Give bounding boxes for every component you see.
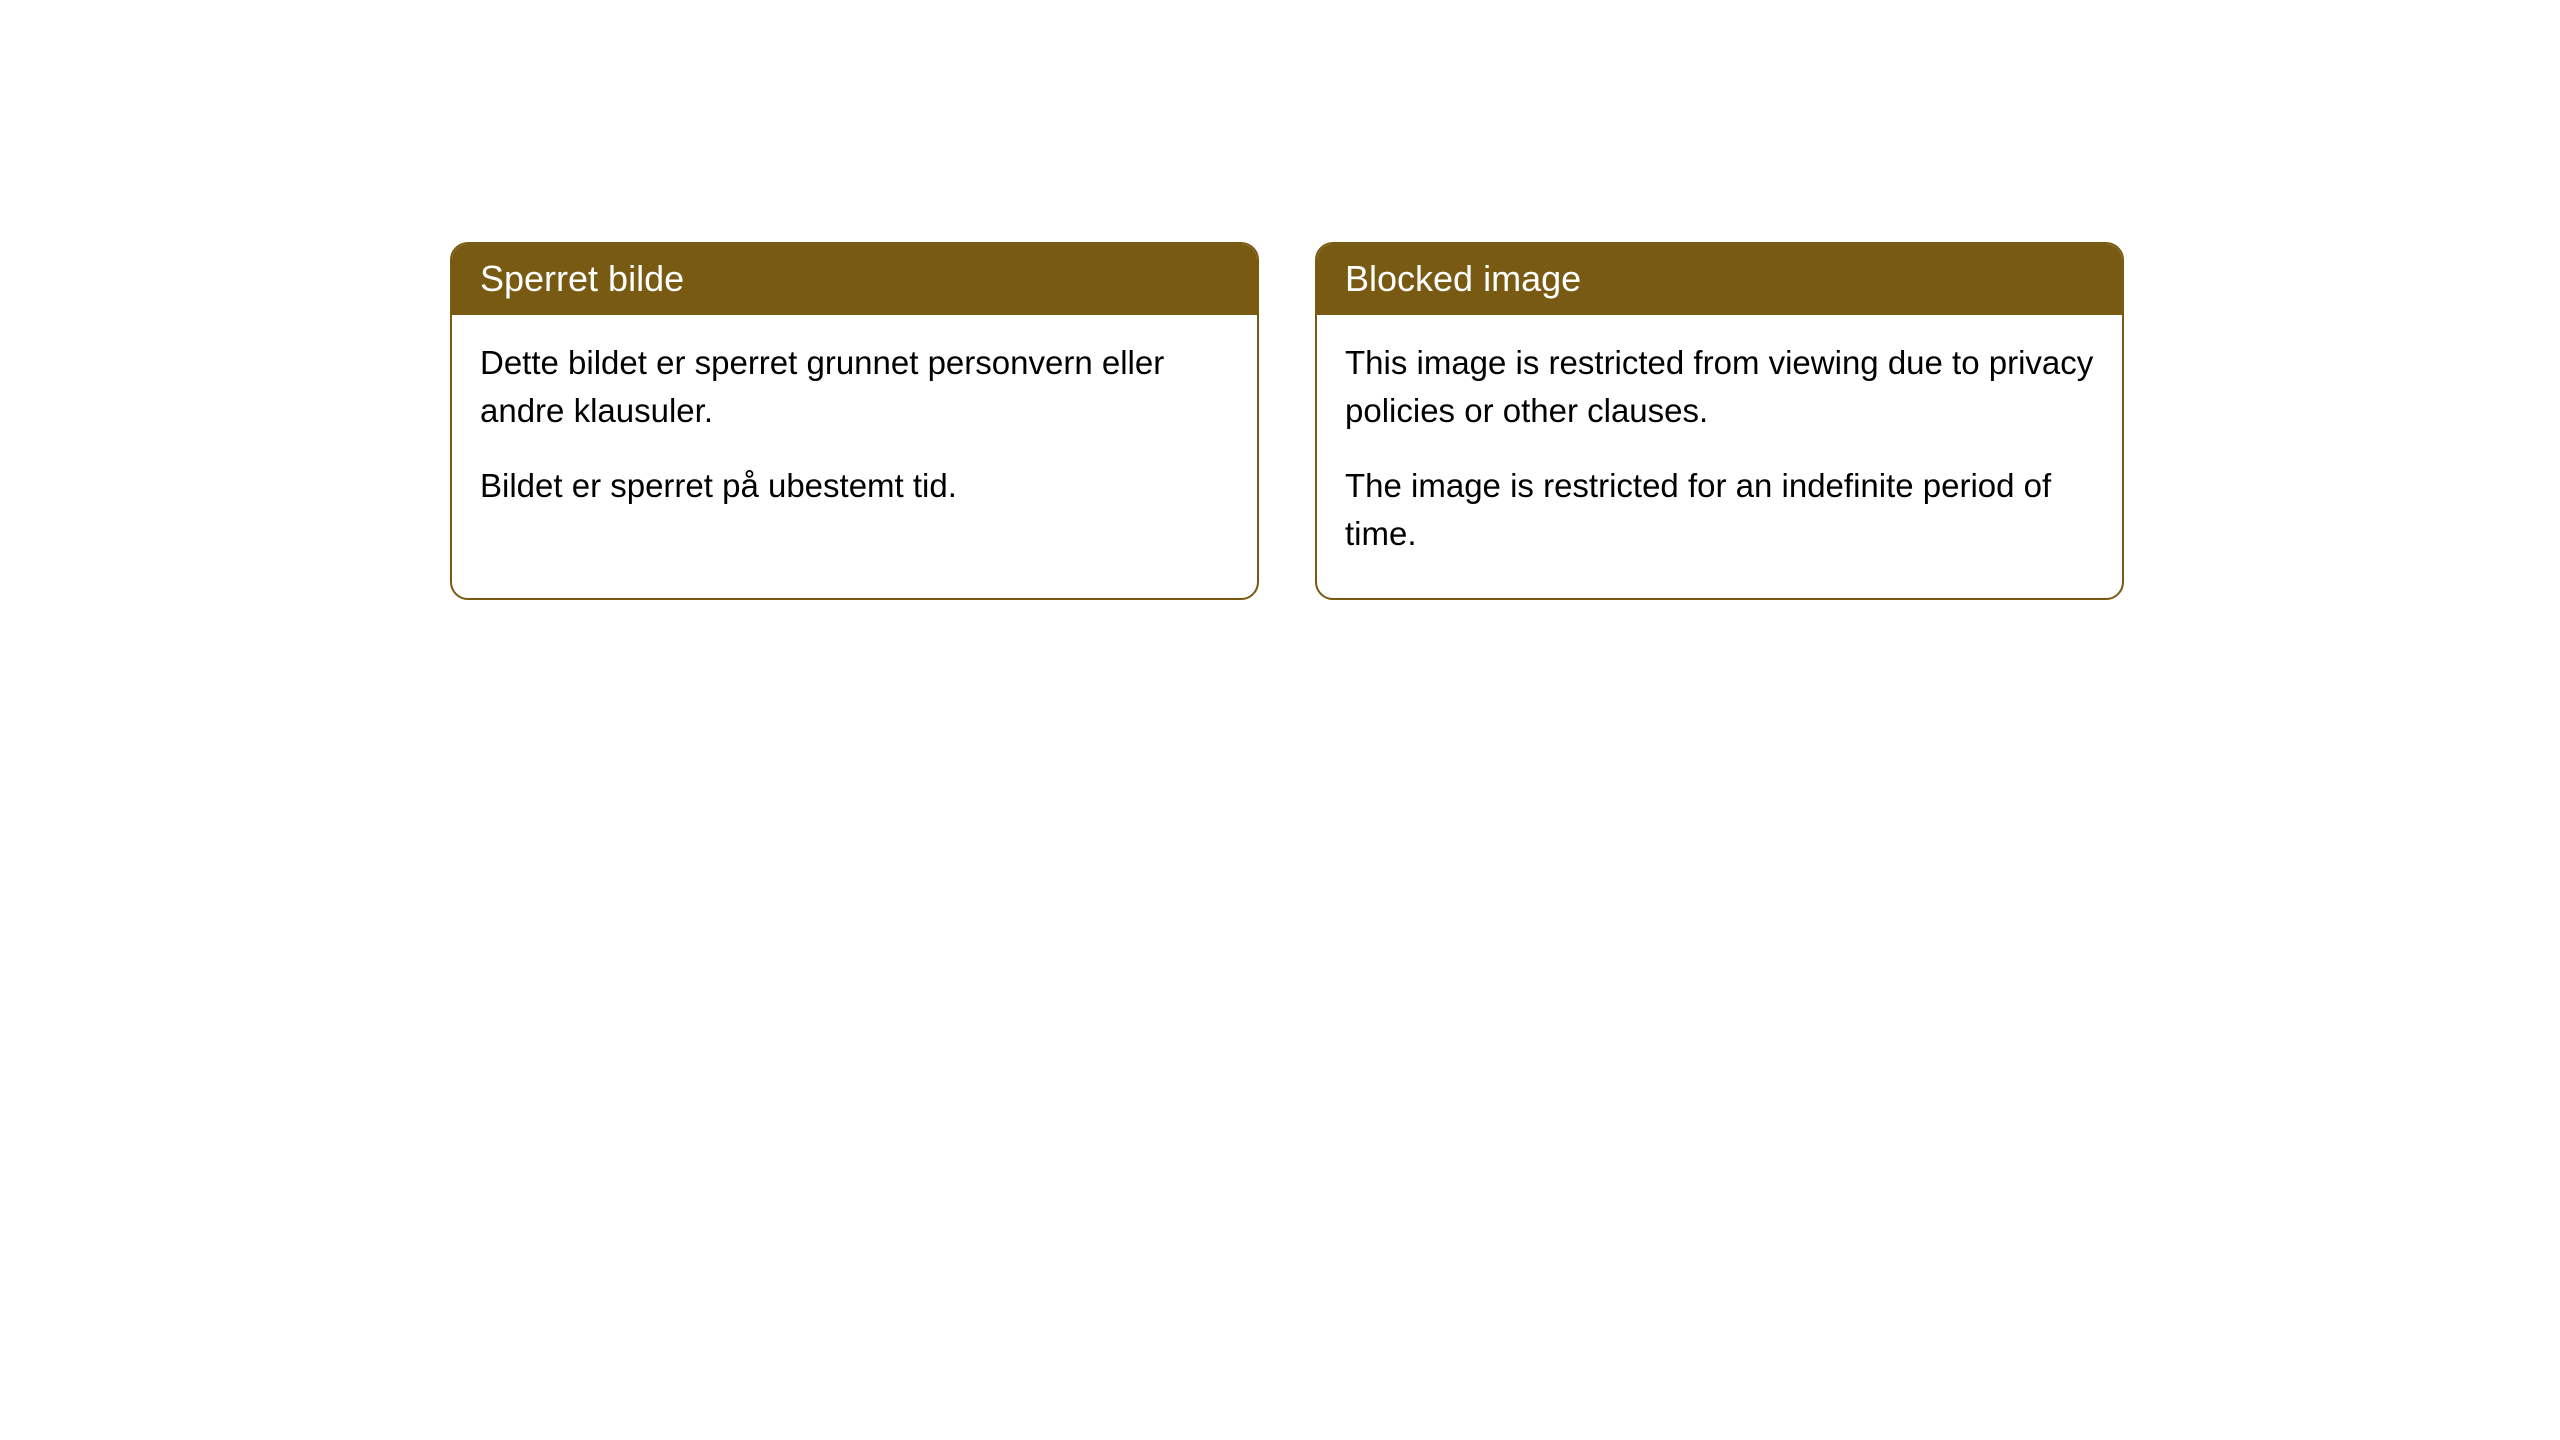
card-body-en: This image is restricted from viewing du… — [1317, 315, 2122, 598]
notice-cards-container: Sperret bilde Dette bildet er sperret gr… — [450, 242, 2124, 600]
card-header-no: Sperret bilde — [452, 244, 1257, 315]
card-text-no-1: Dette bildet er sperret grunnet personve… — [480, 339, 1229, 435]
card-text-no-2: Bildet er sperret på ubestemt tid. — [480, 462, 1229, 510]
blocked-image-card-no: Sperret bilde Dette bildet er sperret gr… — [450, 242, 1259, 600]
card-text-en-1: This image is restricted from viewing du… — [1345, 339, 2094, 435]
blocked-image-card-en: Blocked image This image is restricted f… — [1315, 242, 2124, 600]
card-header-en: Blocked image — [1317, 244, 2122, 315]
card-text-en-2: The image is restricted for an indefinit… — [1345, 462, 2094, 558]
card-body-no: Dette bildet er sperret grunnet personve… — [452, 315, 1257, 551]
